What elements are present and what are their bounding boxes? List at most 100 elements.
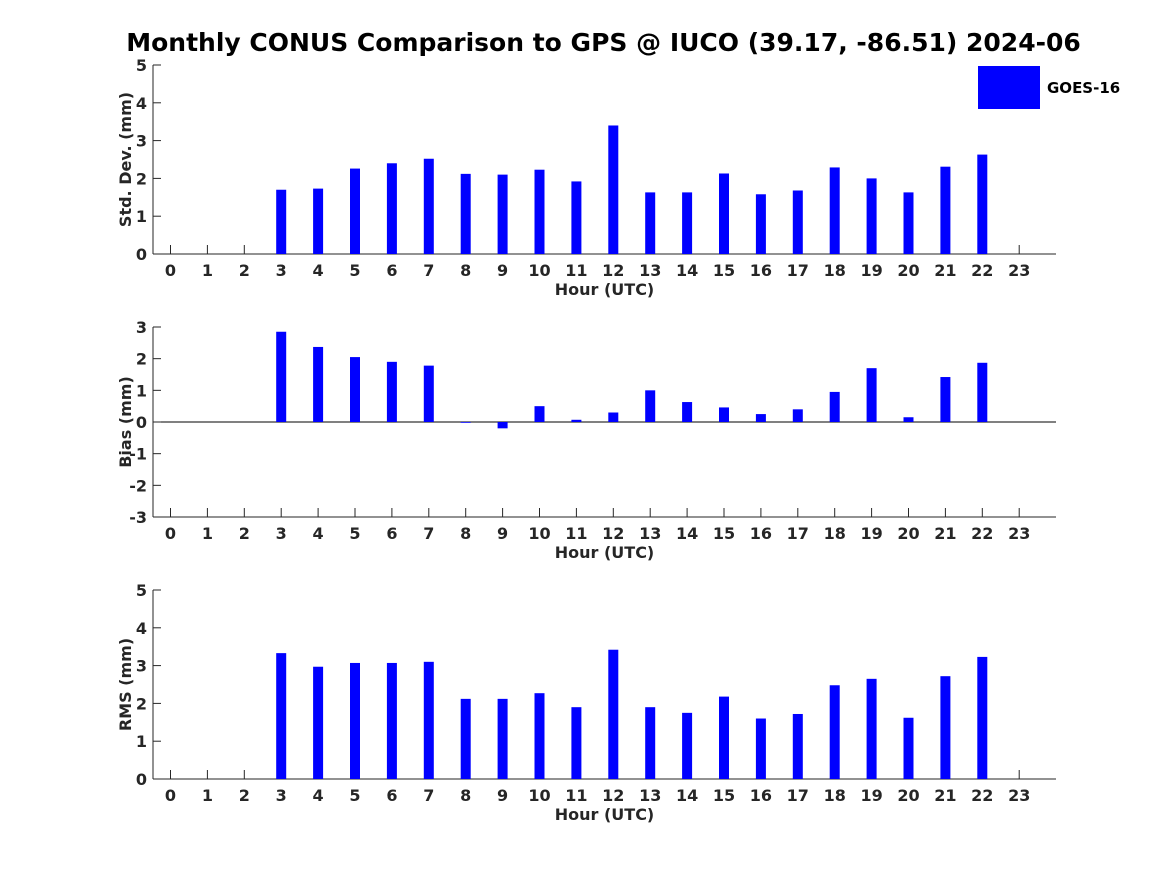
rms-x-tick-label: 14 bbox=[676, 786, 698, 805]
std-dev-bar-hour-12 bbox=[608, 125, 619, 254]
bias-x-tick-label: 3 bbox=[276, 524, 287, 543]
rms-y-tick-label: 4 bbox=[136, 619, 147, 638]
rms-y-tick-label: 0 bbox=[136, 770, 147, 789]
bias-x-tick-label: 19 bbox=[860, 524, 882, 543]
bias-x-tick-label: 18 bbox=[824, 524, 846, 543]
bias-y-tick-label: -3 bbox=[129, 508, 147, 527]
std-dev-x-tick-label: 20 bbox=[897, 261, 919, 280]
rms-bar-hour-21 bbox=[940, 676, 951, 779]
bias-x-tick-label: 17 bbox=[787, 524, 809, 543]
rms-y-tick-label: 2 bbox=[136, 694, 147, 713]
std-dev-x-tick-label: 16 bbox=[750, 261, 772, 280]
std-dev-y-tick-label: 2 bbox=[136, 169, 147, 188]
rms-x-tick-label: 5 bbox=[349, 786, 360, 805]
bias-x-tick-label: 0 bbox=[165, 524, 176, 543]
legend-label-goes-16: GOES-16 bbox=[1047, 79, 1120, 97]
std-dev-y-tick-label: 4 bbox=[136, 94, 147, 113]
rms-x-tick-label: 15 bbox=[713, 786, 735, 805]
std-dev-x-tick-label: 1 bbox=[202, 261, 213, 280]
std-dev-x-tick-label: 0 bbox=[165, 261, 176, 280]
rms-x-tick-label: 4 bbox=[313, 786, 324, 805]
bias-bar-hour-11 bbox=[571, 419, 582, 422]
bias-x-tick-label: 21 bbox=[934, 524, 956, 543]
std-dev-y-tick-label: 1 bbox=[136, 207, 147, 226]
std-dev-x-tick-label: 21 bbox=[934, 261, 956, 280]
bias-bar-hour-3 bbox=[276, 331, 287, 422]
rms-x-tick-label: 12 bbox=[602, 786, 624, 805]
std-dev-bar-hour-22 bbox=[977, 154, 988, 254]
bias-x-tick-label: 8 bbox=[460, 524, 471, 543]
std-dev-x-tick-label: 9 bbox=[497, 261, 508, 280]
rms-bar-hour-5 bbox=[350, 662, 360, 779]
std-dev-x-tick-label: 11 bbox=[565, 261, 587, 280]
std-dev-y-tick-label: 5 bbox=[136, 56, 147, 75]
std-dev-bar-hour-18 bbox=[829, 167, 840, 254]
std-dev-x-tick-label: 18 bbox=[824, 261, 846, 280]
bias-x-tick-label: 5 bbox=[349, 524, 360, 543]
std-dev-bar-hour-10 bbox=[534, 169, 545, 254]
rms-bar-hour-20 bbox=[903, 717, 914, 779]
bias-bar-hour-4 bbox=[313, 346, 324, 422]
bias-y-axis-label: Bias (mm) bbox=[116, 376, 135, 468]
rms-bar-hour-16 bbox=[755, 718, 766, 779]
std-dev-x-axis-label: Hour (UTC) bbox=[555, 280, 655, 299]
std-dev-bar-hour-5 bbox=[350, 168, 360, 254]
std-dev-bar-hour-15 bbox=[719, 173, 729, 254]
rms-bar-hour-8 bbox=[460, 698, 471, 779]
bias-y-tick-label: -2 bbox=[129, 476, 147, 495]
rms-x-tick-label: 22 bbox=[971, 786, 993, 805]
rms-x-tick-label: 7 bbox=[423, 786, 434, 805]
bias-x-tick-label: 6 bbox=[386, 524, 397, 543]
std-dev-bar-hour-3 bbox=[276, 189, 287, 254]
bias-bar-hour-22 bbox=[977, 362, 988, 422]
bias-bar-hour-7 bbox=[423, 365, 434, 422]
std-dev-x-tick-label: 17 bbox=[787, 261, 809, 280]
bias-x-tick-label: 12 bbox=[602, 524, 624, 543]
std-dev-bar-hour-6 bbox=[386, 163, 397, 254]
rms-bar-hour-10 bbox=[534, 693, 545, 779]
bias-x-tick-label: 7 bbox=[423, 524, 434, 543]
bias-x-tick-label: 10 bbox=[528, 524, 550, 543]
rms-y-tick-label: 5 bbox=[136, 581, 147, 600]
rms-x-tick-label: 2 bbox=[239, 786, 250, 805]
bias-bar-hour-6 bbox=[386, 361, 397, 422]
rms-y-tick-label: 3 bbox=[136, 657, 147, 676]
rms-bar-hour-7 bbox=[423, 661, 434, 779]
bias-y-tick-label: -1 bbox=[129, 445, 147, 464]
bias-x-axis-label: Hour (UTC) bbox=[555, 543, 655, 562]
rms-bar-hour-6 bbox=[386, 662, 397, 779]
std-dev-x-tick-label: 14 bbox=[676, 261, 698, 280]
std-dev-bar-hour-17 bbox=[792, 190, 803, 254]
bias-x-tick-label: 1 bbox=[202, 524, 213, 543]
rms-y-axis-label: RMS (mm) bbox=[116, 638, 135, 731]
rms-x-tick-label: 21 bbox=[934, 786, 956, 805]
rms-bar-hour-17 bbox=[792, 713, 803, 779]
rms-x-tick-label: 1 bbox=[202, 786, 213, 805]
bias-bar-hour-20 bbox=[903, 417, 914, 422]
rms-bar-hour-9 bbox=[497, 698, 508, 779]
rms-x-tick-label: 9 bbox=[497, 786, 508, 805]
bias-bar-hour-17 bbox=[792, 409, 803, 422]
bias-bar-hour-14 bbox=[682, 402, 693, 422]
std-dev-y-tick-label: 3 bbox=[136, 132, 147, 151]
rms-x-tick-label: 23 bbox=[1008, 786, 1030, 805]
rms-x-axis-label: Hour (UTC) bbox=[555, 805, 655, 824]
bias-x-tick-label: 23 bbox=[1008, 524, 1030, 543]
bias-bar-hour-21 bbox=[940, 377, 951, 422]
std-dev-bar-hour-7 bbox=[423, 158, 434, 254]
std-dev-y-axis-label: Std. Dev. (mm) bbox=[116, 92, 135, 227]
std-dev-x-tick-label: 4 bbox=[313, 261, 324, 280]
std-dev-y-tick-label: 0 bbox=[136, 245, 147, 264]
rms-x-tick-label: 16 bbox=[750, 786, 772, 805]
rms-x-tick-label: 13 bbox=[639, 786, 661, 805]
std-dev-x-tick-label: 15 bbox=[713, 261, 735, 280]
rms-x-tick-label: 3 bbox=[276, 786, 287, 805]
bias-y-tick-label: 2 bbox=[136, 350, 147, 369]
rms-x-tick-label: 18 bbox=[824, 786, 846, 805]
std-dev-bar-hour-19 bbox=[866, 178, 877, 254]
legend-swatch-goes-16 bbox=[978, 66, 1040, 109]
bias-x-tick-label: 2 bbox=[239, 524, 250, 543]
